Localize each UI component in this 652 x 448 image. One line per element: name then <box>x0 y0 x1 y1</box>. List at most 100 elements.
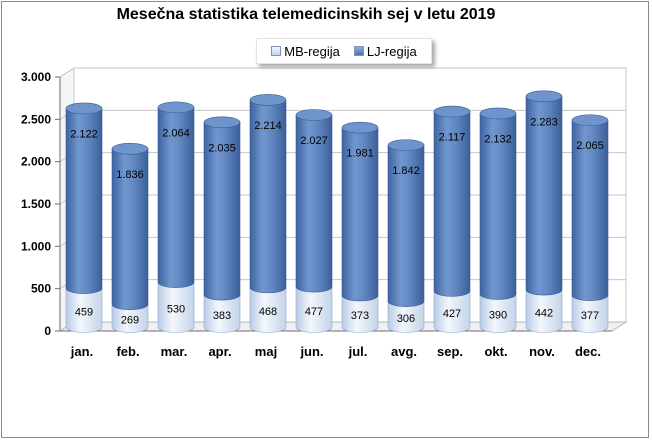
data-label-mb: 383 <box>213 310 231 322</box>
data-label-mb: 530 <box>167 304 185 316</box>
data-label-lj: 1.836 <box>116 169 144 181</box>
axes: 0 500 1.000 1.500 2.000 2.500 3.000 jan. feb. mar… <box>21 70 612 359</box>
y-tick-label: 500 <box>31 282 51 296</box>
chart-title: Mesečna statistika telemedicinskih sej v… <box>116 6 496 23</box>
x-tick-label: nov. <box>529 344 555 359</box>
legend-swatch-lj <box>353 46 364 56</box>
bar-lj-regija <box>111 148 149 311</box>
bar-top-cap <box>295 109 333 121</box>
x-tick-label: apr. <box>208 344 231 359</box>
bar-top-cap <box>157 101 195 114</box>
data-label-mb: 459 <box>75 307 93 319</box>
data-label-lj: 2.064 <box>162 127 190 139</box>
y-tick-label: 2.500 <box>21 112 51 126</box>
data-label-mb: 477 <box>305 306 323 318</box>
bar-lj-regija <box>479 113 517 300</box>
bar-group <box>479 107 517 333</box>
gridline <box>59 67 626 78</box>
bar-lj-regija <box>295 114 333 293</box>
bar-lj-regija <box>341 127 379 302</box>
data-label-lj: 1.842 <box>392 165 420 177</box>
data-label-mb: 427 <box>443 308 461 320</box>
x-tick-label: dec. <box>575 344 601 359</box>
y-tick-label: 1.500 <box>21 197 51 211</box>
legend: MB-regija LJ-regija <box>256 38 432 64</box>
legend-swatch-mb <box>271 46 282 56</box>
bar-top-cap <box>341 121 379 134</box>
legend-item-lj: LJ-regija <box>353 43 417 59</box>
bar-mb-regija <box>433 290 471 333</box>
data-label-mb: 468 <box>259 306 277 318</box>
x-tick-label: sep. <box>437 344 463 359</box>
bar-top-cap <box>387 139 425 151</box>
y-tick-label: 3.000 <box>21 70 51 84</box>
data-label-mb: 390 <box>489 309 507 321</box>
x-tick-label: jun. <box>299 344 323 359</box>
bar-mb-regija <box>341 295 379 333</box>
bar-lj-regija <box>249 99 287 294</box>
bar-group <box>65 102 103 333</box>
bar-top-cap <box>479 107 517 120</box>
bar-group <box>295 109 333 333</box>
data-label-lj: 2.132 <box>484 133 512 145</box>
data-label-lj: 2.035 <box>208 142 236 154</box>
bar-group <box>249 94 287 333</box>
data-label-mb: 442 <box>535 307 553 319</box>
bar-top-cap <box>65 102 103 115</box>
bar-mb-regija <box>387 300 425 333</box>
bar-top-cap <box>571 114 609 127</box>
bar-mb-regija <box>249 287 287 333</box>
data-label-mb: 373 <box>351 310 369 322</box>
bar-group <box>157 101 195 333</box>
bar-lj-regija <box>525 95 563 296</box>
legend-label-mb: MB-regija <box>284 43 340 59</box>
bar-top-cap <box>433 105 471 118</box>
data-label-lj: 2.065 <box>576 140 604 152</box>
bar-lj-regija <box>203 121 241 301</box>
bar-group <box>203 116 241 333</box>
bar-top-cap <box>249 94 287 106</box>
bar-top-cap <box>203 116 241 129</box>
x-tick-label: okt. <box>484 344 507 359</box>
bar-mb-regija <box>203 294 241 333</box>
bar-mb-regija <box>571 294 609 333</box>
bar-group <box>341 121 379 333</box>
bar-group <box>571 114 609 333</box>
data-labels: 2.122 459 1.836 269 2.064 530 2.035 383 2.214 468… <box>70 116 604 326</box>
bar-group <box>433 105 471 333</box>
bar-group <box>111 142 149 333</box>
x-tick-label: maj <box>255 344 277 359</box>
bar-group <box>387 139 425 333</box>
x-tick-label: avg. <box>391 344 417 359</box>
data-label-lj: 2.027 <box>300 135 328 147</box>
bar-lj-regija <box>65 108 103 294</box>
bar-mb-regija <box>479 293 517 333</box>
x-tick-label: jan. <box>70 344 93 359</box>
bar-mb-regija <box>111 303 149 333</box>
bar-lj-regija <box>571 119 609 301</box>
bar-lj-regija <box>157 107 195 288</box>
chart-border <box>1 1 649 438</box>
data-label-mb: 377 <box>581 310 599 322</box>
legend-label-lj: LJ-regija <box>366 43 417 59</box>
bar-mb-regija <box>295 286 333 333</box>
bar-group <box>525 90 563 333</box>
data-label-lj: 1.981 <box>346 148 374 160</box>
x-tick-label: jul. <box>348 344 368 359</box>
bar-top-cap <box>525 90 563 103</box>
bar-lj-regija <box>433 111 471 297</box>
legend-item-mb: MB-regija <box>271 44 340 59</box>
y-tick-label: 2.000 <box>21 155 51 169</box>
bar-lj-regija <box>387 144 425 307</box>
data-label-mb: 306 <box>397 313 415 325</box>
data-label-lj: 2.117 <box>439 132 466 144</box>
data-label-lj: 2.122 <box>70 128 98 140</box>
bars <box>65 90 609 333</box>
x-tick-label: mar. <box>161 344 188 359</box>
data-label-lj: 2.283 <box>530 116 558 128</box>
bar-mb-regija <box>65 287 103 333</box>
y-tick-label: 0 <box>44 324 51 338</box>
y-tick-label: 1.000 <box>21 239 51 253</box>
